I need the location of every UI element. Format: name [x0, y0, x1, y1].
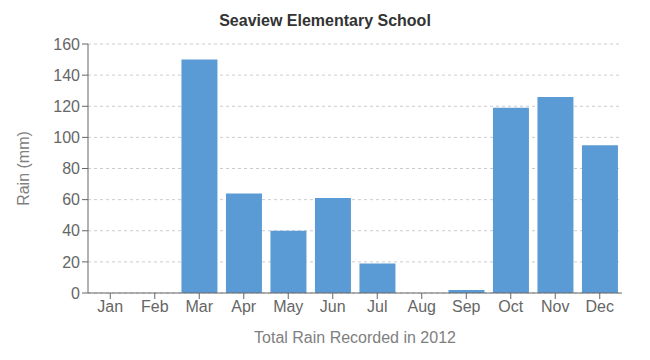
- svg-text:100: 100: [53, 129, 80, 146]
- svg-text:140: 140: [53, 67, 80, 84]
- svg-text:Jan: Jan: [97, 298, 123, 315]
- svg-text:160: 160: [53, 36, 80, 53]
- svg-text:40: 40: [62, 222, 80, 239]
- svg-text:Aug: Aug: [408, 298, 436, 315]
- svg-text:Jul: Jul: [367, 298, 387, 315]
- svg-text:120: 120: [53, 98, 80, 115]
- svg-text:80: 80: [62, 160, 80, 177]
- svg-text:Nov: Nov: [541, 298, 569, 315]
- svg-text:Feb: Feb: [141, 298, 169, 315]
- svg-text:Dec: Dec: [586, 298, 614, 315]
- svg-text:0: 0: [71, 285, 80, 302]
- svg-text:Apr: Apr: [231, 298, 257, 315]
- html-text:Seaview Elementary School: Seaview Elementary School: [219, 12, 431, 29]
- svg-text:Rain (mm): Rain (mm): [15, 131, 32, 206]
- svg-text:20: 20: [62, 254, 80, 271]
- svg-text:Sep: Sep: [452, 298, 481, 315]
- svg-text:Total Rain Recorded in 2012: Total Rain Recorded in 2012: [254, 329, 456, 346]
- svg-text:60: 60: [62, 191, 80, 208]
- svg-text:Mar: Mar: [185, 298, 213, 315]
- svg-text:Jun: Jun: [320, 298, 346, 315]
- svg-text:May: May: [273, 298, 303, 315]
- svg-text:Oct: Oct: [498, 298, 523, 315]
